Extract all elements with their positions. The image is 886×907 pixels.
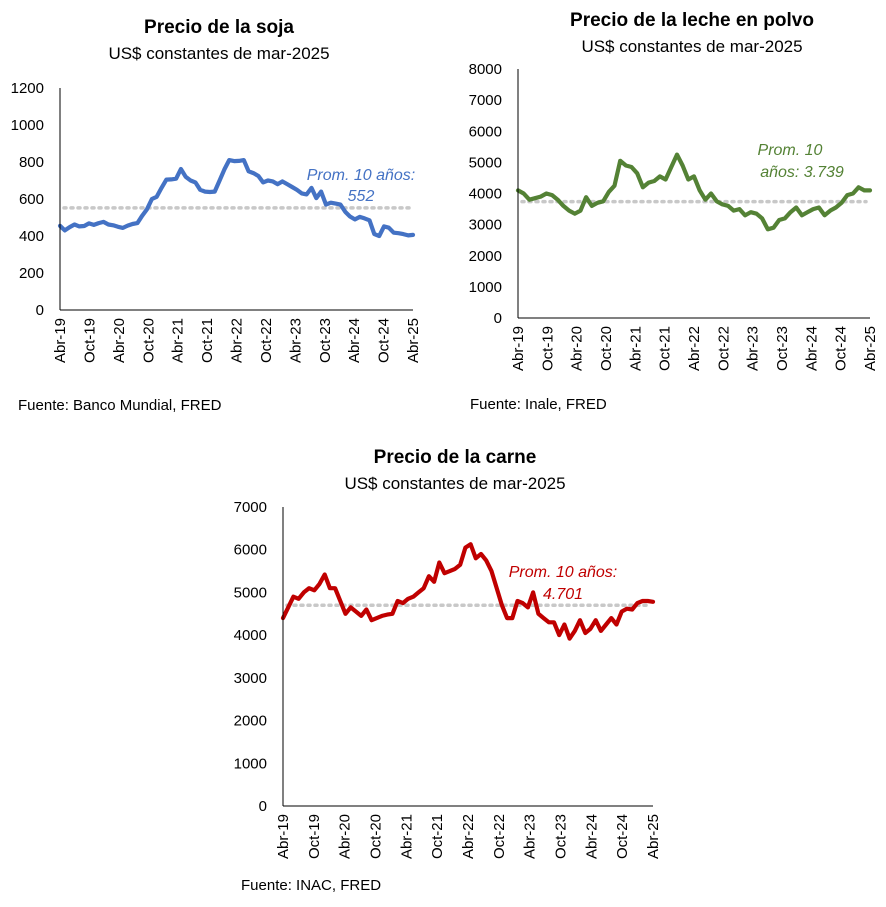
chart-title: Precio de la soja xyxy=(144,17,294,38)
x-tick-label: Abr-22 xyxy=(460,814,477,859)
x-tick-label: Oct-20 xyxy=(140,318,157,363)
x-tick-label: Abr-25 xyxy=(862,326,879,371)
x-tick-label: Abr-21 xyxy=(627,326,644,371)
x-tick-label: Abr-20 xyxy=(337,814,354,859)
y-tick-label: 5000 xyxy=(234,584,267,601)
series-layer xyxy=(280,542,656,641)
x-tick-label: Oct-19 xyxy=(306,814,323,859)
y-tick-label: 5000 xyxy=(469,154,502,171)
chart-subtitle: US$ constantes de mar-2025 xyxy=(581,37,802,56)
y-tick-label: 400 xyxy=(19,228,44,245)
x-tick-label: Oct-22 xyxy=(491,814,508,859)
y-tick-label: 800 xyxy=(19,154,44,171)
y-tick-label: 1000 xyxy=(469,279,502,296)
y-tick-label: 4000 xyxy=(469,186,502,203)
y-tick-label: 1000 xyxy=(234,755,267,772)
x-tick-label: Oct-19 xyxy=(539,326,556,371)
y-tick-label: 0 xyxy=(36,302,44,319)
series-layer xyxy=(515,152,873,232)
x-tick-label: Oct-21 xyxy=(199,318,216,363)
x-tick-label: Abr-25 xyxy=(645,814,662,859)
average-annotation-line2: 552 xyxy=(348,188,375,205)
x-tick-label: Abr-24 xyxy=(346,318,363,363)
y-tick-label: 7000 xyxy=(234,499,267,516)
y-tick-layer: 0 1000 2000 3000 4000 5000 6000 7000 xyxy=(234,499,267,815)
y-tick-label: 6000 xyxy=(234,542,267,559)
y-tick-label: 1200 xyxy=(11,80,44,97)
x-tick-label: Abr-23 xyxy=(287,318,304,363)
x-tick-label: Abr-22 xyxy=(229,318,246,363)
source-note: Fuente: INAC, FRED xyxy=(241,877,381,894)
x-tick-label: Oct-24 xyxy=(376,318,393,363)
x-tick-label: Abr-24 xyxy=(583,814,600,859)
x-tick-label: Oct-22 xyxy=(258,318,275,363)
x-tick-label: Abr-23 xyxy=(745,326,762,371)
y-tick-layer: 0 200 400 600 800 1000 1200 xyxy=(11,80,44,319)
y-tick-label: 4000 xyxy=(234,627,267,644)
y-tick-label: 6000 xyxy=(469,123,502,140)
axis-layer xyxy=(282,507,653,807)
x-tick-label: Oct-21 xyxy=(657,326,674,371)
y-tick-label: 0 xyxy=(494,310,502,327)
y-tick-layer: 0 1000 2000 3000 4000 5000 6000 7000 8000 xyxy=(469,61,502,327)
x-tick-label: Oct-24 xyxy=(614,814,631,859)
series-layer xyxy=(57,158,416,239)
series-line xyxy=(515,152,873,232)
source-note: Fuente: Banco Mundial, FRED xyxy=(18,397,222,414)
series-line xyxy=(57,158,416,239)
y-tick-label: 8000 xyxy=(469,61,502,78)
x-tick-label: Oct-23 xyxy=(774,326,791,371)
x-tick-label: Abr-21 xyxy=(398,814,415,859)
chart-subtitle: US$ constantes de mar-2025 xyxy=(344,474,565,493)
x-tick-label: Oct-20 xyxy=(368,814,385,859)
x-tick-label: Oct-24 xyxy=(833,326,850,371)
x-tick-layer: Abr-19 Oct-19 Abr-20 Oct-20 Abr-21 Oct-21 Abr-… xyxy=(510,326,879,371)
x-tick-label: Oct-23 xyxy=(317,318,334,363)
average-annotation-line1: Prom. 10 años: xyxy=(509,564,618,581)
chart-title: Precio de la carne xyxy=(374,447,537,468)
x-tick-label: Abr-25 xyxy=(405,318,422,363)
series-line xyxy=(280,542,656,641)
average-annotation-line1: Prom. 10 xyxy=(758,142,823,159)
axis-layer xyxy=(517,69,870,319)
axis-layer xyxy=(59,88,413,311)
x-tick-label: Abr-20 xyxy=(569,326,586,371)
y-tick-label: 0 xyxy=(259,798,267,815)
x-tick-label: Abr-21 xyxy=(170,318,187,363)
x-tick-layer: Abr-19 Oct-19 Abr-20 Oct-20 Abr-21 Oct-21 Abr-… xyxy=(52,318,422,363)
x-tick-label: Abr-19 xyxy=(510,326,527,371)
x-tick-label: Abr-19 xyxy=(275,814,292,859)
x-tick-label: Oct-20 xyxy=(598,326,615,371)
y-tick-label: 3000 xyxy=(469,217,502,234)
average-annotation-line1: Prom. 10 años: xyxy=(307,167,416,184)
x-tick-label: Oct-19 xyxy=(81,318,98,363)
x-tick-label: Oct-21 xyxy=(429,814,446,859)
x-tick-label: Abr-24 xyxy=(803,326,820,371)
x-tick-label: Oct-22 xyxy=(715,326,732,371)
chart-subtitle: US$ constantes de mar-2025 xyxy=(108,44,329,63)
x-tick-label: Oct-23 xyxy=(553,814,570,859)
chart-title: Precio de la leche en polvo xyxy=(570,10,814,31)
x-tick-label: Abr-22 xyxy=(686,326,703,371)
source-note: Fuente: Inale, FRED xyxy=(470,396,607,413)
y-tick-label: 3000 xyxy=(234,670,267,687)
x-tick-layer: Abr-19 Oct-19 Abr-20 Oct-20 Abr-21 Oct-21 Abr-… xyxy=(275,814,662,859)
x-tick-label: Abr-23 xyxy=(522,814,539,859)
average-annotation-line2: 4.701 xyxy=(543,586,583,603)
average-annotation-line2: años: 3.739 xyxy=(760,164,844,181)
x-tick-label: Abr-19 xyxy=(52,318,69,363)
y-tick-label: 7000 xyxy=(469,92,502,109)
x-tick-label: Abr-20 xyxy=(111,318,128,363)
y-tick-label: 200 xyxy=(19,265,44,282)
y-tick-label: 600 xyxy=(19,191,44,208)
y-tick-label: 2000 xyxy=(469,248,502,265)
y-tick-label: 1000 xyxy=(11,117,44,134)
y-tick-label: 2000 xyxy=(234,713,267,730)
